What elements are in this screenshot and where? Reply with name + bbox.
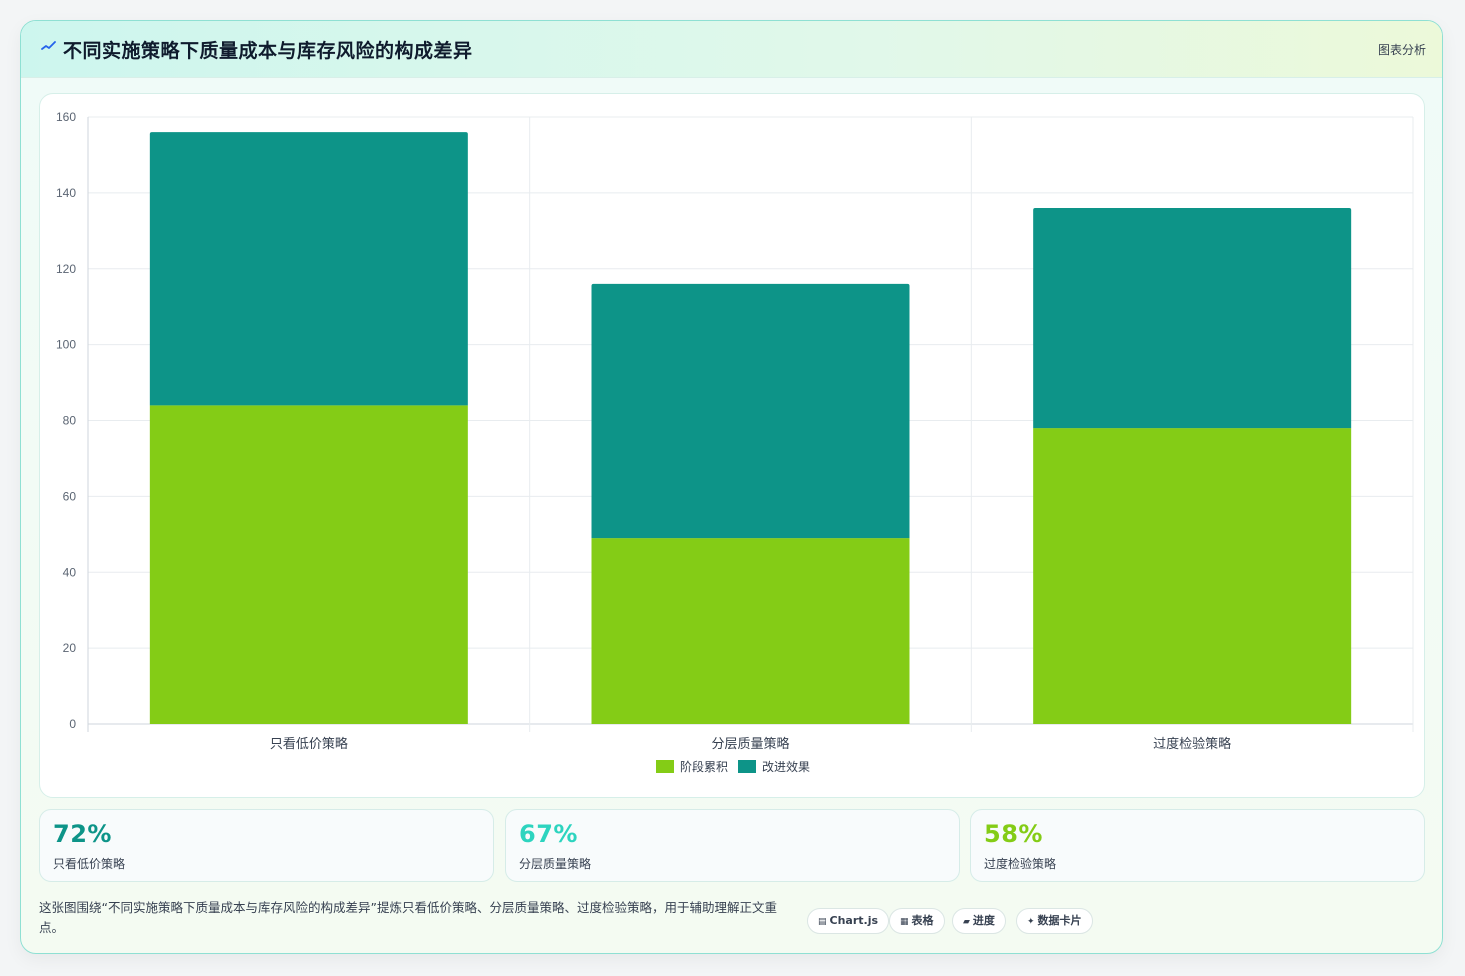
stat-card-low-price: 72% 只看低价策略 — [39, 809, 494, 882]
stat-card-over-inspection: 58% 过度检验策略 — [970, 809, 1425, 882]
legend-swatch — [656, 760, 674, 773]
chip-label: 进度 — [972, 914, 995, 927]
y-tick-label: 100 — [56, 338, 76, 352]
table-icon: ▦ — [900, 917, 909, 927]
chart-icon: ▤ — [818, 917, 827, 927]
sparkline-icon — [41, 41, 56, 50]
sparkle-icon: ✦ — [1027, 917, 1035, 927]
bar-segment — [149, 132, 468, 406]
footer-description: 这张图围绕“不同实施策略下质量成本与库存风险的构成差异”提炼只看低价策略、分层质… — [39, 900, 777, 935]
chip-label: 表格 — [911, 914, 934, 927]
chart-panel: 0 20 40 60 80 100 120 140 160 只看低价策略 分层质量策略 过度检验策略阶… — [39, 93, 1425, 798]
legend-swatch — [738, 760, 756, 773]
y-tick-label: 120 — [56, 262, 76, 276]
stat-card-tiered-quality: 67% 分层质量策略 — [505, 809, 960, 882]
stacked-bar-chart: 0 20 40 60 80 100 120 140 160 只看低价策略 分层质量策略 过度检验策略阶… — [56, 110, 1414, 774]
x-tick-label: 分层质量策略 — [711, 736, 789, 751]
chart-analysis-label: 图表分析 — [1377, 43, 1426, 57]
chip-data-card[interactable]: ✦ 数据卡片 — [1016, 908, 1093, 934]
x-tick-label: 过度检验策略 — [1153, 736, 1231, 751]
page-title: 不同实施策略下质量成本与库存风险的构成差异 — [63, 40, 473, 62]
x-tick-label: 只看低价策略 — [270, 736, 348, 751]
stat-label: 过度检验策略 — [984, 857, 1057, 871]
y-tick-label: 0 — [69, 717, 76, 731]
y-tick-label: 40 — [63, 565, 77, 579]
bar-segment — [149, 405, 468, 724]
legend-label: 改进效果 — [762, 759, 810, 774]
bar-segment — [591, 283, 910, 539]
y-tick-label: 80 — [63, 414, 77, 428]
chip-progress[interactable]: ▰ 进度 — [952, 908, 1006, 934]
card-header: 不同实施策略下质量成本与库存风险的构成差异 图表分析 — [21, 21, 1442, 78]
stat-value: 72% — [53, 820, 112, 848]
legend-label: 阶段累积 — [680, 759, 728, 774]
y-tick-label: 140 — [56, 186, 76, 200]
bar-segment — [591, 538, 910, 724]
y-tick-label: 160 — [56, 110, 76, 124]
chip-label: Chart.js — [829, 914, 879, 927]
progress-icon: ▰ — [963, 917, 970, 927]
stat-label: 只看低价策略 — [53, 857, 126, 871]
y-tick-label: 60 — [63, 489, 77, 503]
chart-card: 不同实施策略下质量成本与库存风险的构成差异 图表分析 0 20 40 60 80 100 1… — [20, 20, 1443, 954]
stat-value: 58% — [984, 820, 1043, 848]
y-tick-label: 20 — [63, 641, 77, 655]
chip-table[interactable]: ▦ 表格 — [889, 908, 945, 934]
stat-label: 分层质量策略 — [519, 857, 592, 871]
bar-segment — [1033, 428, 1352, 724]
chip-label: 数据卡片 — [1037, 914, 1082, 927]
bar-segment — [1033, 208, 1352, 429]
stat-value: 67% — [519, 820, 578, 848]
chip-chartjs[interactable]: ▤ Chart.js — [807, 908, 890, 934]
